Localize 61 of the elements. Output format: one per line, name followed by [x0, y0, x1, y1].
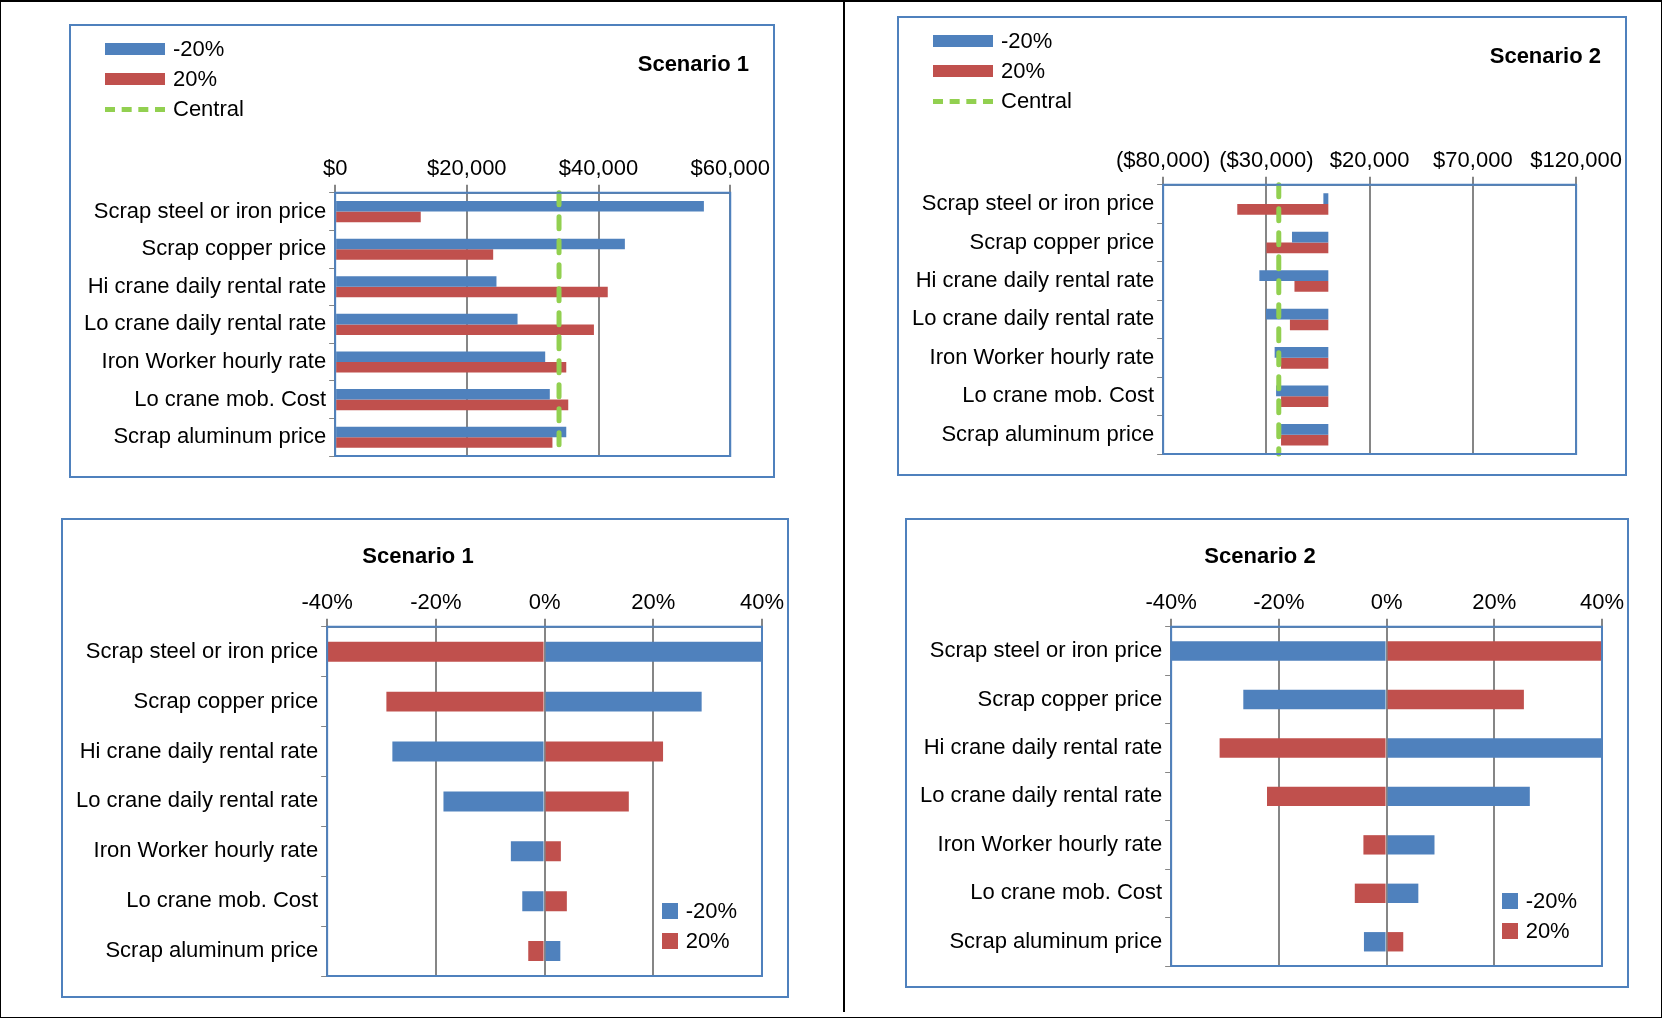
y-tick-label: Hi crane daily rental rate — [79, 737, 319, 763]
x-tick-label: $20,000 — [1329, 146, 1410, 172]
y-tick-label: Iron Worker hourly rate — [93, 837, 319, 863]
y-tick-label: Lo crane daily rental rate — [912, 305, 1155, 331]
x-tick-label: $120,000 — [1530, 146, 1622, 172]
chart-title: Scenario 1 — [637, 51, 749, 77]
y-tick-label: Scrap aluminum price — [949, 927, 1163, 953]
y-tick-label: Lo crane daily rental rate — [76, 787, 319, 813]
x-tick-label: $70,000 — [1433, 146, 1513, 172]
y-tick-label: Iron Worker hourly rate — [937, 830, 1163, 856]
x-tick-label: 40% — [1579, 588, 1625, 614]
y-tick-label: Scrap steel or iron price — [929, 637, 1163, 663]
legend-label: 20% — [173, 65, 218, 93]
legend-label: Central — [173, 95, 244, 123]
y-tick-label: Hi crane daily rental rate — [87, 272, 327, 298]
legend-label: 20% — [1525, 917, 1570, 945]
chart-title: Scenario 2 — [1204, 543, 1316, 569]
y-tick-label: Scrap copper price — [977, 685, 1163, 711]
y-tick-label: Hi crane daily rental rate — [923, 734, 1163, 760]
y-tick-label: Scrap aluminum price — [105, 937, 319, 963]
x-tick-label: ($80,000) — [1116, 146, 1211, 172]
y-tick-label: Lo crane mob. Cost — [962, 382, 1155, 408]
x-tick-label: 0% — [1370, 588, 1403, 614]
x-tick-label: 0% — [528, 588, 561, 614]
y-tick-label: Scrap steel or iron price — [93, 197, 327, 223]
y-tick-label: Hi crane daily rental rate — [915, 267, 1155, 293]
y-tick-label: Scrap aluminum price — [941, 420, 1155, 446]
y-tick-label: Lo crane mob. Cost — [970, 879, 1163, 905]
x-tick-label: $40,000 — [558, 154, 639, 180]
x-tick-label: $60,000 — [690, 154, 770, 180]
x-tick-label: $0 — [322, 154, 348, 180]
legend-label: -20% — [173, 35, 225, 63]
legend-label: Central — [1001, 87, 1072, 115]
legend-label: -20% — [1525, 887, 1577, 915]
x-tick-label: -40% — [1145, 588, 1197, 614]
legend-label: -20% — [1001, 27, 1053, 55]
x-tick-label: -40% — [301, 588, 353, 614]
y-tick-label: Scrap copper price — [969, 228, 1155, 254]
x-tick-label: ($30,000) — [1219, 146, 1314, 172]
x-tick-label: -20% — [410, 588, 462, 614]
y-tick-label: Iron Worker hourly rate — [929, 343, 1155, 369]
y-tick-label: Scrap steel or iron price — [85, 637, 319, 663]
chart-title: Scenario 2 — [1489, 43, 1601, 69]
legend-label: 20% — [1001, 57, 1046, 85]
x-tick-label: -20% — [1253, 588, 1305, 614]
y-tick-label: Scrap copper price — [133, 687, 319, 713]
y-tick-label: Lo crane daily rental rate — [84, 310, 327, 336]
x-tick-label: 20% — [631, 588, 676, 614]
y-tick-label: Lo crane daily rental rate — [920, 782, 1163, 808]
chart-title: Scenario 1 — [362, 543, 474, 569]
x-tick-label: $20,000 — [427, 154, 507, 180]
y-tick-label: Scrap steel or iron price — [921, 190, 1155, 216]
y-tick-label: Iron Worker hourly rate — [101, 348, 327, 374]
y-tick-label: Scrap aluminum price — [113, 423, 327, 449]
legend-label: -20% — [685, 897, 737, 925]
x-tick-label: 40% — [739, 588, 785, 614]
y-tick-label: Lo crane mob. Cost — [134, 385, 327, 411]
y-tick-label: Scrap copper price — [141, 235, 327, 261]
x-tick-label: 20% — [1472, 588, 1517, 614]
legend-label: 20% — [685, 927, 730, 955]
y-tick-label: Lo crane mob. Cost — [126, 887, 319, 913]
